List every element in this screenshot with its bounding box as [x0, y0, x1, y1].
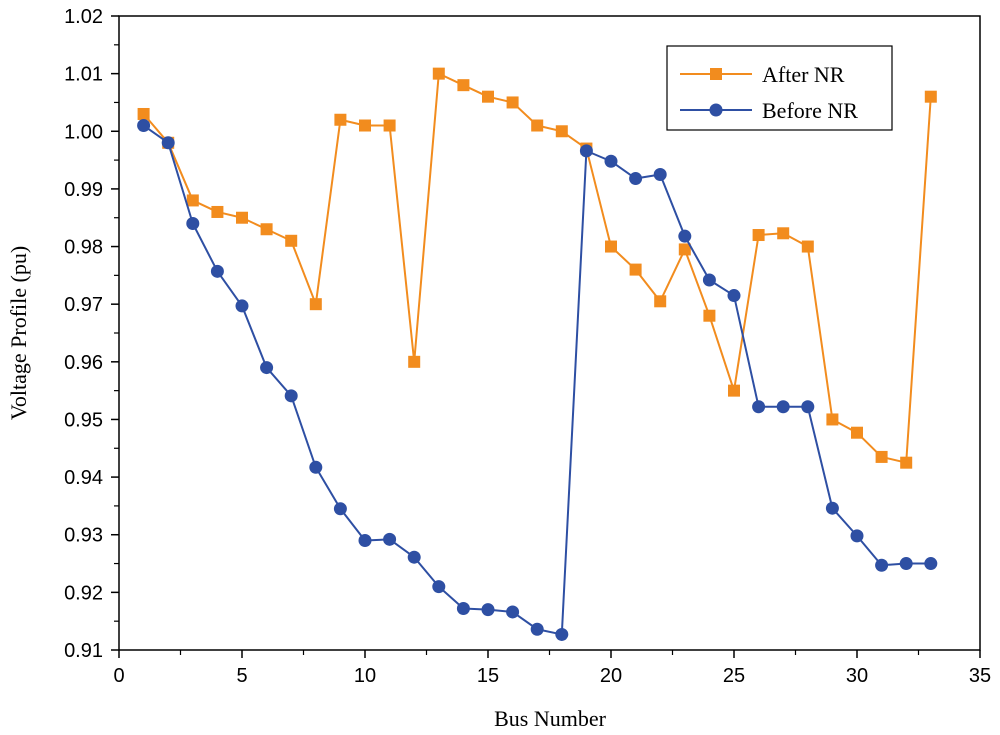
data-point-before-nr — [137, 119, 151, 133]
x-tick-label: 35 — [969, 665, 991, 687]
data-point-after-nr — [605, 240, 617, 253]
data-point-before-nr — [850, 529, 864, 543]
data-point-after-nr — [900, 456, 913, 469]
data-point-before-nr — [506, 605, 520, 619]
data-point-before-nr — [407, 550, 421, 564]
series-layer — [137, 67, 938, 641]
data-point-before-nr — [604, 154, 618, 168]
x-tick-label: 15 — [477, 665, 499, 687]
legend: After NR Before NR — [666, 45, 893, 131]
data-point-after-nr — [260, 223, 273, 236]
data-point-before-nr — [481, 603, 495, 617]
data-point-before-nr — [727, 289, 741, 303]
x-tick-label: 10 — [354, 665, 376, 687]
data-point-after-nr — [359, 119, 371, 132]
y-axis-ticks: 0.91 0.92 0.93 0.94 0.95 0.96 0.97 0.98 0.99 1.00… — [64, 6, 119, 662]
data-point-after-nr — [752, 229, 765, 242]
data-point-before-nr — [653, 168, 667, 181]
data-point-after-nr — [285, 234, 298, 247]
data-point-before-nr — [383, 532, 397, 546]
data-point-after-nr — [629, 263, 642, 276]
y-tick-label: 1.02 — [64, 6, 103, 28]
data-point-after-nr — [924, 90, 937, 103]
y-tick-label: 0.97 — [64, 294, 103, 316]
data-point-before-nr — [752, 400, 766, 414]
data-point-before-nr — [678, 229, 692, 243]
data-point-before-nr — [579, 144, 593, 158]
x-tick-label: 0 — [113, 665, 124, 687]
y-tick-label: 0.98 — [64, 237, 103, 259]
data-point-before-nr — [210, 264, 224, 278]
data-point-after-nr — [334, 113, 347, 126]
data-point-before-nr — [161, 136, 175, 150]
x-tick-label: 30 — [846, 665, 868, 687]
legend-label-after-nr: After NR — [762, 62, 845, 87]
data-point-after-nr — [851, 426, 863, 439]
data-point-before-nr — [776, 400, 790, 414]
x-axis-title: Bus Number — [494, 706, 607, 731]
legend-marker-before-nr — [709, 103, 723, 117]
data-point-after-nr — [211, 205, 224, 218]
y-tick-label: 0.93 — [64, 525, 103, 547]
legend-label-before-nr: Before NR — [762, 98, 858, 123]
data-point-before-nr — [309, 460, 323, 474]
data-point-after-nr — [432, 67, 445, 80]
data-point-before-nr — [899, 557, 913, 571]
data-point-after-nr — [555, 125, 568, 138]
y-tick-label: 1.01 — [64, 64, 103, 86]
data-point-before-nr — [555, 627, 569, 641]
data-point-before-nr — [629, 172, 643, 186]
data-point-before-nr — [456, 602, 470, 616]
data-point-after-nr — [531, 119, 544, 132]
y-tick-label: 0.96 — [64, 352, 103, 374]
data-point-after-nr — [408, 355, 421, 368]
data-point-before-nr — [825, 501, 839, 515]
data-point-after-nr — [875, 450, 888, 463]
data-point-before-nr — [235, 299, 249, 313]
data-point-after-nr — [236, 211, 248, 224]
data-point-before-nr — [530, 622, 544, 636]
data-point-after-nr — [826, 413, 839, 426]
data-point-after-nr — [777, 227, 790, 240]
y-tick-label: 0.95 — [64, 409, 103, 431]
data-point-after-nr — [137, 107, 150, 120]
data-point-after-nr — [678, 243, 691, 256]
x-axis-ticks: 0 5 10 15 20 25 30 35 — [113, 650, 991, 687]
data-point-before-nr — [875, 558, 889, 572]
y-axis-title: Voltage Profile (pu) — [6, 246, 31, 420]
y-tick-label: 0.94 — [64, 467, 103, 489]
data-point-after-nr — [728, 384, 740, 397]
data-point-before-nr — [358, 533, 372, 547]
data-point-after-nr — [506, 96, 519, 109]
x-tick-label: 20 — [600, 665, 622, 687]
data-point-after-nr — [186, 194, 199, 207]
data-point-after-nr — [654, 295, 667, 308]
legend-box — [666, 45, 893, 131]
y-tick-label: 0.91 — [64, 640, 103, 662]
legend-marker-after-nr — [710, 68, 722, 80]
data-point-before-nr — [924, 557, 938, 571]
data-point-after-nr — [383, 119, 396, 132]
series-line-before-nr — [143, 124, 931, 636]
data-point-after-nr — [457, 79, 470, 92]
x-tick-label: 5 — [236, 665, 247, 687]
data-point-before-nr — [284, 389, 298, 403]
data-point-after-nr — [309, 298, 322, 311]
data-point-after-nr — [703, 309, 716, 322]
data-point-after-nr — [482, 90, 494, 103]
data-point-before-nr — [260, 361, 274, 375]
y-tick-label: 1.00 — [64, 121, 103, 143]
y-tick-label: 0.99 — [64, 179, 103, 201]
x-tick-label: 25 — [723, 665, 745, 687]
data-point-before-nr — [432, 580, 446, 594]
data-point-before-nr — [186, 216, 200, 230]
data-point-before-nr — [702, 273, 716, 287]
y-tick-label: 0.92 — [64, 582, 103, 604]
data-point-after-nr — [801, 240, 814, 253]
data-point-before-nr — [333, 502, 347, 516]
data-point-before-nr — [801, 400, 815, 414]
